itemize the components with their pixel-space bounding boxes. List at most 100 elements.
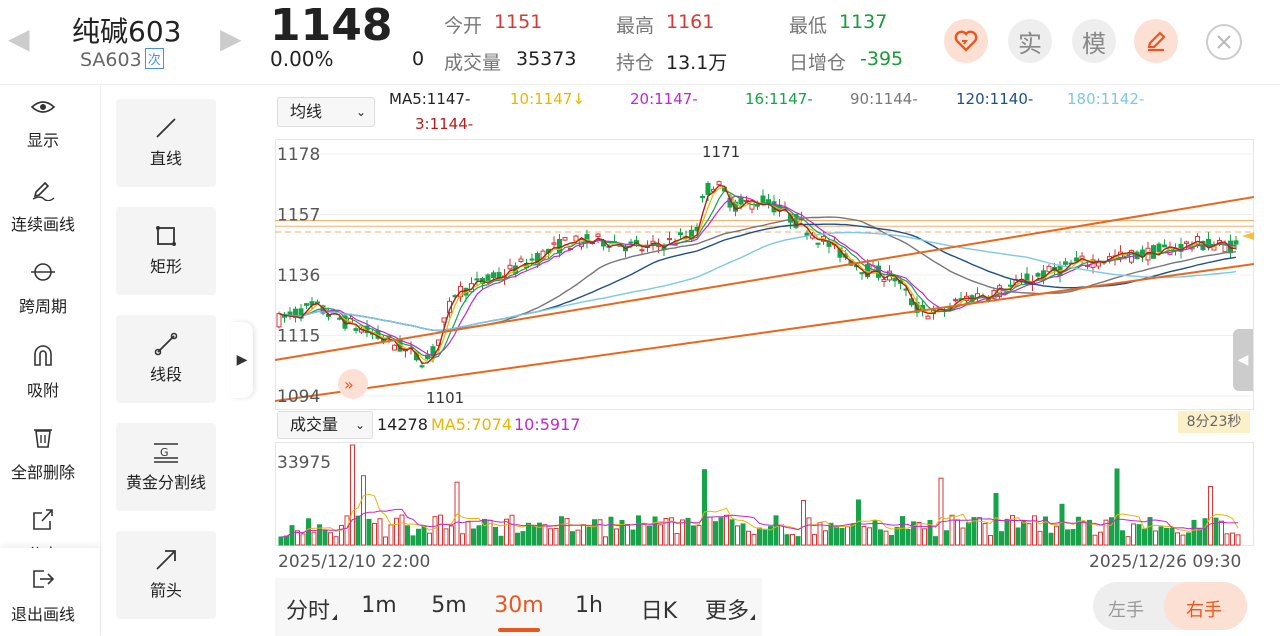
volume-chart[interactable]: 33975 bbox=[275, 442, 1254, 546]
volume-bar bbox=[531, 525, 537, 546]
volume-indicator-selector[interactable]: 成交量 ⌄ bbox=[277, 411, 373, 439]
timeframe-1m[interactable]: 1m bbox=[361, 593, 397, 618]
price-chart[interactable]: 1178 1157 1136 1115 1094 1171 1101 » bbox=[275, 139, 1254, 410]
display-toggle[interactable]: 显示 bbox=[0, 97, 86, 151]
timeframe-5m[interactable]: 5m bbox=[431, 593, 467, 618]
candle-body bbox=[1035, 273, 1041, 277]
symbol-name: 纯碱603 bbox=[72, 15, 182, 48]
volume-bar bbox=[707, 516, 713, 546]
volume-bar bbox=[911, 521, 916, 546]
timeframe-bar bbox=[275, 578, 762, 636]
next-symbol-icon[interactable]: ▶ bbox=[220, 22, 242, 55]
volume-bar bbox=[311, 531, 317, 546]
right-hand-option[interactable]: 右手 bbox=[1186, 600, 1222, 621]
volume-bar bbox=[949, 514, 955, 546]
tool-arrow[interactable]: 箭头 bbox=[116, 531, 216, 619]
volume-bar bbox=[1048, 532, 1054, 546]
volume-bar bbox=[575, 529, 581, 546]
candle-body bbox=[639, 249, 645, 252]
volume-bar bbox=[526, 522, 531, 546]
candle-body bbox=[700, 196, 705, 199]
volume-bar bbox=[317, 524, 322, 546]
expand-right-handle[interactable]: ◀ bbox=[1233, 329, 1253, 391]
candle-body bbox=[716, 181, 722, 186]
volume-bar bbox=[1235, 534, 1241, 546]
symbol-code: SA603 次 bbox=[80, 48, 164, 71]
timeframe-more[interactable]: 更多 bbox=[704, 599, 749, 624]
volume-bar bbox=[839, 527, 845, 546]
volume-bar bbox=[421, 526, 427, 546]
favorite-heart-icon[interactable] bbox=[944, 19, 988, 63]
tool-rectangle[interactable]: 矩形 bbox=[116, 207, 216, 295]
tool-golden-ratio[interactable]: G 黄金分割线 bbox=[116, 423, 216, 511]
cross-period-toggle[interactable]: 跨周期 bbox=[0, 261, 86, 317]
volume-bar bbox=[1092, 534, 1098, 546]
volume-bar bbox=[1153, 530, 1158, 546]
candle-body bbox=[1074, 257, 1079, 262]
ma-selector[interactable]: 均线 ⌄ bbox=[277, 97, 375, 127]
volume-bar bbox=[520, 531, 526, 546]
volume-bar bbox=[564, 518, 570, 546]
share-button[interactable]: 分享 bbox=[0, 507, 86, 551]
close-icon[interactable] bbox=[1206, 24, 1242, 60]
price-tick-label: 1094 bbox=[277, 387, 320, 407]
collapse-panel-handle[interactable]: ▶ bbox=[231, 322, 253, 398]
volume-bar bbox=[597, 519, 603, 546]
change-amount: 0 bbox=[412, 48, 425, 70]
exit-draw-panel bbox=[0, 548, 100, 636]
delete-all-button[interactable]: 全部删除 bbox=[0, 425, 86, 483]
open-interest-value: 13.1万 bbox=[666, 52, 728, 74]
timeframe-30m[interactable]: 30m bbox=[494, 593, 544, 618]
candle-body bbox=[1140, 249, 1145, 258]
volume-bar bbox=[982, 523, 988, 546]
exit-draw-button[interactable]: 退出画线 bbox=[0, 567, 86, 625]
active-timeframe-underline bbox=[498, 628, 540, 632]
cross-period-icon bbox=[0, 261, 86, 289]
candle-body bbox=[859, 272, 865, 275]
volume-bar bbox=[619, 519, 625, 546]
chevron-down-icon: ⌄ bbox=[355, 105, 366, 119]
channel-upper-line bbox=[275, 196, 1254, 361]
volume-bar bbox=[1010, 515, 1015, 546]
volume-bar bbox=[900, 516, 905, 546]
hand-toggle-active bbox=[1164, 582, 1247, 630]
timeframe-daily[interactable]: 日K bbox=[640, 599, 678, 624]
continuous-draw-toggle[interactable]: 连续画线 bbox=[0, 179, 86, 235]
left-hand-option[interactable]: 左手 bbox=[1108, 600, 1144, 621]
tool-segment[interactable]: 线段 bbox=[116, 315, 216, 403]
volume-bar bbox=[410, 535, 416, 546]
ma90-value: 90:1144- bbox=[850, 90, 918, 108]
candle-body bbox=[562, 237, 568, 241]
expand-double-arrow-icon[interactable] bbox=[338, 369, 368, 399]
candle-body bbox=[342, 315, 348, 329]
real-trade-button[interactable]: 实 bbox=[1008, 19, 1052, 63]
intraday-corner-icon bbox=[332, 614, 337, 620]
candle-body bbox=[529, 258, 535, 261]
high-label: 最高 bbox=[616, 15, 655, 37]
timeframe-1h[interactable]: 1h bbox=[575, 593, 603, 618]
tool-line[interactable]: 直线 bbox=[116, 99, 216, 187]
candle-body bbox=[892, 277, 898, 282]
price-grid bbox=[275, 153, 1254, 397]
candle-body bbox=[447, 300, 452, 314]
volume-bar bbox=[405, 525, 410, 546]
ma180-value: 180:1142- bbox=[1067, 90, 1145, 108]
trash-icon bbox=[0, 425, 86, 455]
volume-bar bbox=[1103, 519, 1109, 546]
arrow-icon bbox=[116, 547, 216, 577]
volume-bar bbox=[850, 523, 856, 546]
volume-bar bbox=[1076, 516, 1081, 546]
magnet-toggle[interactable]: 吸附 bbox=[0, 343, 86, 401]
volume-bar bbox=[944, 530, 949, 546]
volume-bar bbox=[355, 515, 361, 546]
timeframe-intraday[interactable]: 分时 bbox=[285, 599, 330, 624]
draw-pencil-icon[interactable] bbox=[1134, 19, 1178, 63]
candle-body bbox=[491, 272, 496, 279]
volume-bar bbox=[548, 528, 553, 546]
volume-bar bbox=[927, 519, 933, 546]
volume-bar bbox=[784, 534, 790, 546]
rect-icon bbox=[116, 223, 216, 253]
candle-body bbox=[953, 299, 958, 302]
sim-trade-button[interactable]: 模 bbox=[1072, 19, 1116, 63]
prev-symbol-icon[interactable]: ◀ bbox=[8, 22, 30, 55]
